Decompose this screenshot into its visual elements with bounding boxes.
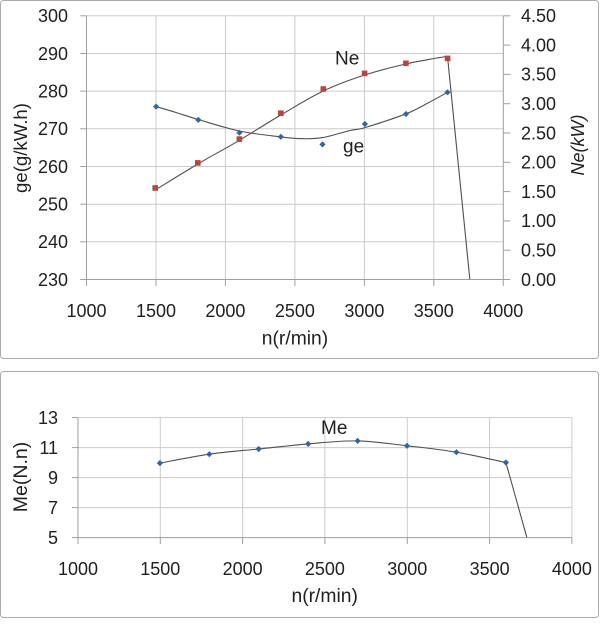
svg-text:1500: 1500: [140, 559, 180, 579]
svg-text:3000: 3000: [344, 301, 384, 321]
svg-text:ge(g/kW.h): ge(g/kW.h): [10, 103, 31, 193]
svg-text:4.00: 4.00: [521, 35, 556, 55]
svg-text:3.50: 3.50: [521, 65, 556, 85]
svg-text:2000: 2000: [223, 559, 263, 579]
svg-text:Me: Me: [321, 418, 347, 439]
svg-text:250: 250: [38, 195, 68, 215]
svg-text:3000: 3000: [387, 559, 427, 579]
svg-text:230: 230: [38, 270, 68, 290]
svg-text:n(r/min): n(r/min): [291, 586, 357, 607]
svg-text:1.00: 1.00: [521, 211, 556, 231]
svg-text:0.50: 0.50: [521, 241, 556, 261]
svg-text:240: 240: [38, 232, 68, 252]
svg-text:2000: 2000: [205, 301, 245, 321]
svg-text:1.50: 1.50: [521, 182, 556, 202]
svg-text:260: 260: [38, 157, 68, 177]
svg-text:7: 7: [48, 498, 58, 518]
svg-text:4.50: 4.50: [521, 6, 556, 26]
svg-text:11: 11: [39, 438, 58, 458]
svg-text:3.00: 3.00: [521, 94, 556, 114]
svg-text:Ne: Ne: [335, 49, 359, 70]
svg-text:2.50: 2.50: [521, 123, 556, 143]
svg-text:280: 280: [38, 81, 68, 101]
svg-text:n(r/min): n(r/min): [262, 329, 328, 350]
svg-text:5: 5: [48, 528, 58, 548]
svg-text:ge: ge: [343, 137, 364, 158]
svg-text:290: 290: [38, 44, 68, 64]
svg-text:3500: 3500: [414, 301, 454, 321]
svg-text:1000: 1000: [58, 559, 98, 579]
svg-text:0.00: 0.00: [521, 270, 556, 290]
svg-text:9: 9: [48, 468, 58, 488]
svg-text:4000: 4000: [483, 301, 523, 321]
svg-text:2500: 2500: [305, 559, 345, 579]
svg-text:Me(N.n): Me(N.n): [10, 442, 32, 512]
svg-text:300: 300: [38, 6, 68, 26]
svg-text:Ne(kW): Ne(kW): [568, 115, 588, 176]
svg-text:3500: 3500: [470, 559, 510, 579]
svg-text:1500: 1500: [136, 301, 176, 321]
svg-text:13: 13: [38, 408, 58, 428]
svg-text:1000: 1000: [66, 301, 106, 321]
svg-text:4000: 4000: [552, 559, 592, 579]
svg-text:2.00: 2.00: [521, 153, 556, 173]
svg-text:2500: 2500: [275, 301, 315, 321]
svg-text:270: 270: [38, 119, 68, 139]
